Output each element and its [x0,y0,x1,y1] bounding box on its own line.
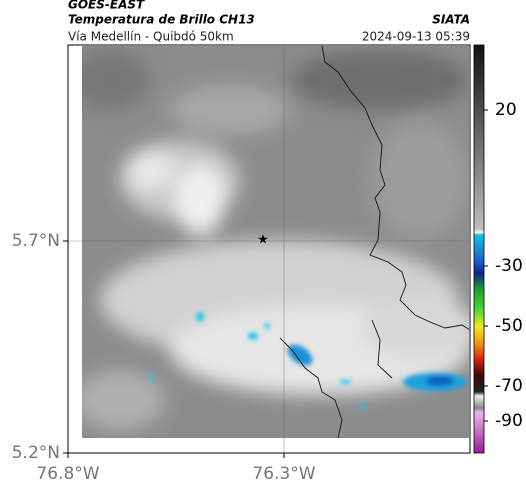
colorbar-label: -70 [495,376,523,396]
lat-label: 5.7°N [12,231,60,251]
colorbar [473,44,485,454]
border [321,46,469,330]
colorbar-label: -50 [495,316,523,336]
imagery [82,46,469,438]
timestamp: 2024-09-13 05:39 [362,30,470,44]
lon-label: 76.3°W [252,464,315,484]
satellite: GOES-EAST [68,0,145,12]
station-marker: ★ [257,233,269,248]
lon-label: 76.8°W [36,464,99,484]
lat-label: 5.2°N [12,443,60,463]
border [279,319,393,438]
colorbar-ticks: 20 -30 -50 -70 -90 [484,100,523,431]
product: Temperatura de Brillo CH13 [68,13,255,27]
map-axes: 5.7°N 5.2°N76.8°W 76.3°W [12,231,316,484]
colorbar-label: -30 [495,256,523,276]
region: Vía Medellín - Quibdó 50km [68,30,234,44]
colorbar-label: -90 [495,411,523,431]
colorbar-label: 20 [495,100,517,120]
source: SIATA [432,13,470,27]
map-frame [67,44,471,454]
